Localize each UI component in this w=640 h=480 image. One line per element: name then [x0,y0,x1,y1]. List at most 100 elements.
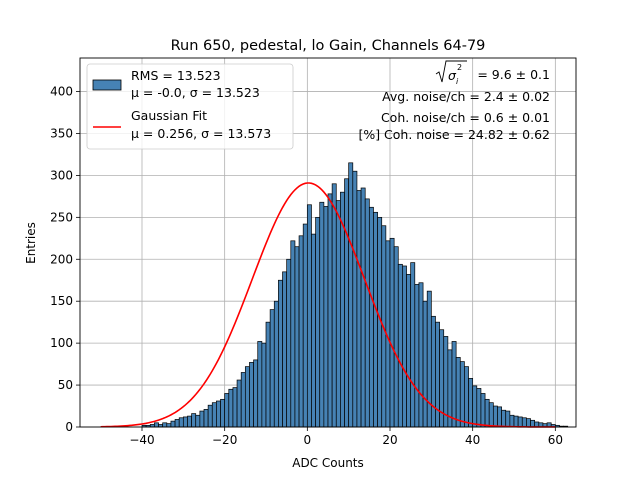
histogram-bar [265,321,271,428]
histogram-bar [389,237,395,428]
histogram-bar [393,246,399,428]
legend-histogram-swatch [92,79,122,91]
sigma-glyph: σ [448,68,457,83]
histogram-bar [306,204,312,428]
legend-histogram-stats: μ = -0.0, σ = 13.523 [131,85,260,100]
annotation-total-noise: = 9.6 ± 0.1 [477,67,550,82]
histogram-bar [530,419,536,428]
gaussian-fit-curve [100,182,556,428]
annotation-coh-percent: [%] Coh. noise = 24.82 ± 0.62 [358,127,550,142]
x-tick-label: 40 [465,433,480,447]
x-axis-label: ADC Counts [292,456,364,470]
sqrt-radical [435,60,467,83]
histogram-bar [286,258,292,428]
y-tick-label: 350 [50,126,73,140]
histogram-bar [488,402,494,428]
histogram-bar [278,279,283,428]
y-tick-label: 300 [50,168,73,182]
histogram-bar [170,420,176,428]
histogram-bar [311,233,316,428]
noise-annotations: σ i 2 = 9.6 ± 0.1 Avg. noise/ch = 2.4 ± … [358,60,550,142]
annotation-coh-noise: Coh. noise/ch = 0.6 ± 0.01 [381,110,550,125]
histogram-bar [521,417,527,428]
y-axis-ticks: 0 50 100 150 200 250 300 350 400 [50,85,80,434]
legend-histogram-label: RMS = 13.523 [131,68,221,83]
histogram-bar [418,282,424,428]
histogram-bar [430,315,436,428]
histogram-bar [240,372,246,428]
histogram-bar [224,393,230,428]
histogram-bar [236,379,242,428]
x-tick-label: −20 [212,433,237,447]
histogram-bar [282,271,288,428]
histogram-bar [249,362,254,428]
histogram-bar [203,409,209,428]
histogram-bar [505,410,511,428]
histogram-bar [397,263,403,428]
plot-frame [79,57,577,428]
histogram-bar [162,422,168,428]
histogram-bar [422,300,428,428]
histogram-bar [335,200,341,428]
histogram-bar [497,406,502,428]
histogram-bar [257,341,263,428]
histogram-bar [426,290,432,428]
histogram-bar [216,400,221,428]
x-tick-label: −40 [129,433,154,447]
histogram-bar [344,178,350,428]
histogram-bar [484,398,490,428]
histogram-bar [331,183,337,428]
histogram-bar [207,404,213,428]
histogram-bar [368,206,374,428]
y-tick-label: 250 [50,210,73,224]
histogram-bar [154,422,159,428]
histogram-bar [468,378,474,428]
chart-title: Run 650, pedestal, lo Gain, Channels 64-… [171,38,486,54]
histogram-bar [166,423,172,428]
histogram-bar [492,405,498,428]
histogram-bar [290,240,296,428]
histogram-bar [352,170,358,428]
histogram-bar [402,265,407,428]
histogram-bar [199,410,205,428]
histogram-bar [360,187,366,428]
histogram-bar [261,342,267,428]
histogram-bar [459,361,465,428]
x-tick-label: 20 [382,433,397,447]
histogram-bar [319,201,325,428]
histogram-bar [302,223,308,428]
y-axis-label: Entries [24,222,38,264]
x-axis-ticks: −40 −20 0 20 40 60 [129,427,563,447]
y-tick-label: 150 [50,294,73,308]
histogram-bar [232,387,238,428]
sigma-symbol: σ i 2 [435,60,467,86]
histogram-bar [414,284,420,428]
histogram-bar [195,414,201,428]
histogram-bar [517,416,523,428]
histogram-bar [451,341,457,428]
x-tick-label: 60 [548,433,563,447]
histogram-bar [323,206,329,428]
histogram-bar [501,409,507,428]
y-tick-label: 400 [50,85,73,99]
histogram-bar [315,216,321,428]
histogram-bar [513,415,519,428]
histogram-bar [364,198,370,428]
y-tick-label: 100 [50,336,73,350]
sigma-superscript: 2 [457,63,462,72]
histogram-bar [253,359,259,428]
histogram-bar [211,402,217,428]
histogram-bar [455,357,461,428]
histogram-bar [356,190,362,428]
histogram-bar [178,417,184,428]
legend-box [86,63,294,150]
histogram-bar [220,398,226,428]
legend-fit-label: Gaussian Fit [131,108,207,123]
histogram-bar [472,385,478,428]
sigma-subscript: i [456,77,459,86]
x-tick-label: 0 [304,433,312,447]
histogram-bar [174,419,180,428]
histogram-bar [464,366,469,428]
histogram-bar [182,416,188,428]
